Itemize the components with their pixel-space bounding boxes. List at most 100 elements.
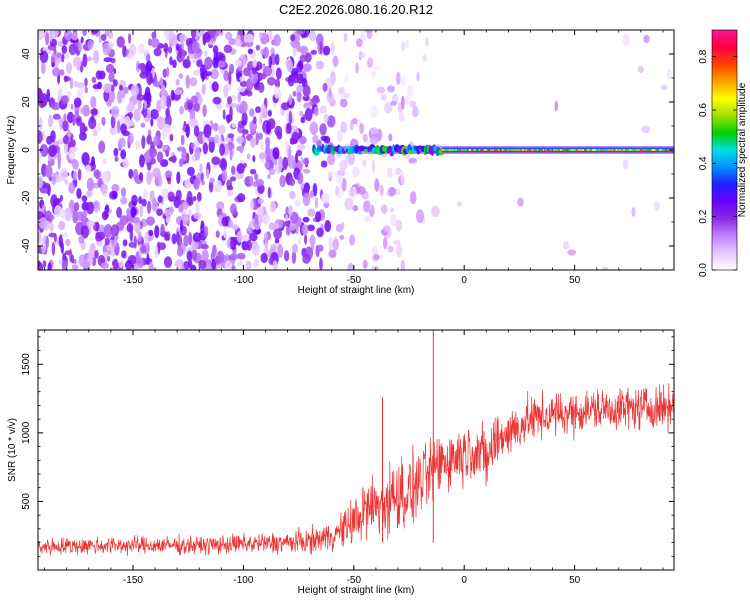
- band-core: [558, 149, 561, 151]
- y-tick-label: 0: [21, 147, 32, 153]
- noise-cell: [191, 30, 197, 39]
- noise-cell: [239, 100, 248, 114]
- band-core: [573, 149, 575, 151]
- noise-cell: [86, 177, 95, 192]
- noise-cell: [47, 262, 52, 270]
- noise-cell: [98, 140, 106, 154]
- noise-cell: [405, 40, 409, 49]
- noise-cell: [193, 212, 202, 219]
- noise-cell: [265, 136, 271, 147]
- noise-cell: [218, 124, 226, 135]
- noise-cell: [105, 63, 115, 74]
- band-core: [495, 149, 497, 151]
- band-core: [487, 149, 489, 151]
- band-core: [609, 149, 611, 151]
- noise-cell: [172, 59, 177, 69]
- band-core: [594, 149, 597, 151]
- noise-cell: [362, 259, 368, 269]
- band-core: [509, 149, 512, 151]
- noise-cell: [60, 167, 69, 182]
- noise-cell: [112, 258, 119, 270]
- noise-cell: [100, 262, 109, 269]
- noise-cell: [396, 243, 402, 258]
- noise-cell: [138, 196, 143, 204]
- noise-cell: [114, 156, 119, 162]
- band-core: [479, 149, 481, 151]
- noise-cell: [171, 155, 177, 164]
- noise-cell: [38, 130, 43, 144]
- noise-cell: [82, 210, 88, 218]
- noise-cell: [223, 230, 228, 239]
- noise-cell: [200, 220, 205, 230]
- noise-cell: [268, 257, 274, 265]
- spectrogram-signal-band: [312, 143, 674, 157]
- noise-cell: [228, 71, 232, 85]
- noise-cell: [168, 31, 175, 45]
- noise-cell: [214, 134, 219, 143]
- band-core: [566, 149, 569, 151]
- noise-cell: [176, 234, 183, 247]
- noise-cell: [376, 86, 386, 94]
- noise-cell: [38, 150, 42, 163]
- noise-cell: [336, 174, 344, 186]
- noise-cell: [388, 186, 396, 197]
- band-core: [658, 149, 660, 151]
- noise-cell: [165, 150, 170, 157]
- band-core: [443, 149, 445, 151]
- noise-cell: [133, 108, 141, 122]
- noise-cell: [230, 176, 237, 182]
- noise-cell: [90, 96, 97, 109]
- noise-cell: [151, 31, 157, 39]
- noise-cell: [339, 234, 345, 240]
- noise-cell: [186, 166, 195, 176]
- noise-cell: [176, 245, 184, 257]
- noise-cell: [274, 238, 280, 244]
- noise-cell: [128, 33, 132, 44]
- noise-cell: [653, 200, 661, 212]
- band-core: [462, 149, 464, 151]
- noise-cell: [457, 201, 462, 207]
- band-core: [619, 149, 622, 151]
- band-core: [528, 149, 530, 151]
- noise-cell: [122, 239, 128, 247]
- noise-cell: [270, 66, 276, 77]
- band-core: [481, 149, 484, 151]
- noise-cell: [219, 30, 224, 36]
- noise-cell: [388, 133, 393, 142]
- noise-cell: [104, 237, 110, 246]
- noise-cell: [146, 134, 152, 145]
- band-core: [611, 149, 614, 151]
- noise-cell: [307, 208, 316, 217]
- noise-cell: [369, 136, 379, 145]
- noise-cell: [228, 219, 234, 229]
- noise-cell: [166, 95, 172, 110]
- noise-cell: [39, 50, 49, 64]
- noise-cell: [356, 38, 363, 48]
- noise-cell: [309, 121, 319, 135]
- band-core: [569, 149, 571, 151]
- noise-cell: [80, 225, 89, 239]
- band-core: [581, 149, 583, 151]
- noise-cell: [186, 55, 190, 64]
- noise-cell: [370, 127, 379, 135]
- noise-cell: [272, 147, 280, 160]
- noise-cell: [70, 254, 74, 264]
- noise-cell: [86, 190, 92, 197]
- noise-cell: [324, 220, 332, 232]
- noise-cell: [261, 214, 271, 225]
- band-core: [599, 149, 602, 151]
- noise-cell: [246, 153, 251, 160]
- noise-cell: [195, 200, 200, 215]
- noise-cell: [44, 164, 53, 178]
- noise-cell: [285, 206, 289, 216]
- noise-cell: [258, 212, 263, 226]
- spectrogram-y-ticks: -40 -20 0 20 40: [21, 29, 674, 271]
- noise-cell: [121, 250, 127, 259]
- noise-cell: [108, 88, 116, 103]
- band-core: [483, 149, 485, 151]
- x-tick-label: -100: [233, 575, 253, 586]
- noise-cell: [298, 136, 307, 145]
- band-core: [458, 149, 460, 151]
- noise-cell: [286, 59, 294, 73]
- noise-cell: [51, 140, 60, 147]
